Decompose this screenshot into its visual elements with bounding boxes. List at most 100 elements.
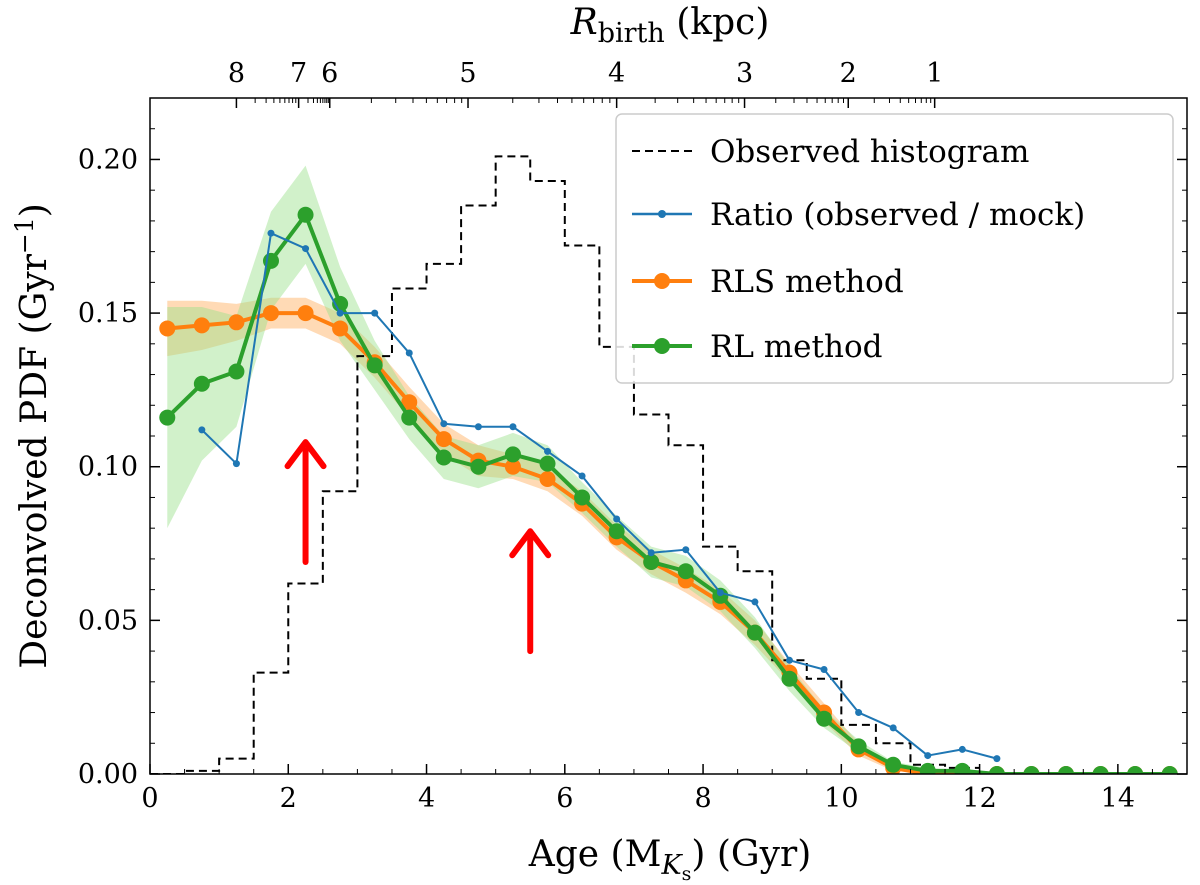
ratio-point — [716, 589, 724, 597]
legend-box — [615, 113, 1174, 384]
rl-point — [228, 363, 245, 380]
rl-point — [297, 206, 314, 223]
ratio-point — [855, 709, 863, 717]
rl-point — [954, 762, 971, 774]
rls-point — [262, 305, 279, 322]
rl-point — [435, 449, 452, 466]
rl-point — [988, 766, 1005, 774]
rls-point — [504, 458, 521, 475]
top-tick-label: 1 — [926, 58, 943, 89]
ratio-point — [405, 349, 413, 357]
ratio-point — [509, 423, 517, 431]
rl-point — [539, 455, 556, 472]
ratio-point — [267, 229, 275, 237]
tick-labels: 0 2 4 6 8 10 12 140.000.050.100.150.208 7 6 5 4 3 2 1 — [78, 58, 1135, 814]
ratio-point — [232, 460, 240, 468]
top-tick-label: 8 — [228, 58, 245, 89]
legend-entry-rls: RLS method — [632, 264, 904, 300]
legend-marker-ratio — [658, 210, 666, 218]
ratio-point — [440, 420, 448, 428]
red-arrow-head — [509, 528, 552, 559]
x-axis-title: Age (MKs) (Gyr) — [528, 834, 812, 885]
ratio-point — [474, 423, 482, 431]
legend: Observed histogram Ratio (observed / moc… — [615, 113, 1174, 384]
rls-point — [228, 314, 245, 331]
rl-point — [470, 458, 487, 475]
ratio-point — [647, 549, 655, 557]
ratio-point — [820, 666, 828, 674]
x-tick-label: 10 — [824, 783, 858, 814]
y-tick-label: 0.20 — [78, 144, 138, 175]
x-tick-label: 8 — [694, 783, 711, 814]
red-arrow-head — [284, 439, 327, 470]
rls-point — [159, 320, 176, 337]
legend-label-ratio: Ratio (observed / mock) — [710, 197, 1085, 233]
legend-label-observed: Observed histogram — [710, 134, 1029, 170]
rl-point — [401, 409, 418, 426]
x-tick-label: 2 — [280, 783, 297, 814]
series-layer — [150, 155, 1178, 774]
y-axis-title: Deconvolved PDF (Gyr−1) — [10, 203, 55, 669]
top-tick-label: 5 — [459, 58, 476, 89]
ratio-point — [889, 724, 897, 732]
top-tick-label: 2 — [840, 58, 857, 89]
rls-point — [435, 431, 452, 448]
x-tick-label: 0 — [141, 783, 158, 814]
legend-entry-ratio: Ratio (observed / mock) — [632, 197, 1085, 233]
y-tick-label: 0.10 — [78, 452, 138, 483]
rl-point — [816, 710, 833, 727]
ratio-point — [613, 515, 621, 523]
rl-point — [1092, 766, 1109, 774]
ratio-point — [785, 656, 793, 664]
ratio-point — [993, 755, 1001, 763]
axis-ticks — [149, 98, 1188, 775]
y-tick-label: 0.00 — [78, 759, 138, 790]
legend-label-rl: RL method — [710, 329, 882, 365]
observed-histogram-line — [150, 155, 980, 774]
rl-point — [919, 762, 936, 774]
rl-line — [165, 212, 1170, 774]
rls-error-band — [167, 297, 1170, 774]
x-tick-label: 12 — [962, 783, 996, 814]
ratio-point — [336, 309, 344, 317]
y-tick-label: 0.15 — [78, 298, 138, 329]
rls-point — [193, 317, 210, 334]
top-tick-label: 3 — [736, 58, 753, 89]
ratio-point — [682, 546, 690, 554]
ratio-point — [371, 309, 379, 317]
rl-point — [746, 624, 763, 641]
ratio-point — [924, 752, 932, 760]
x-tick-label: 6 — [556, 783, 573, 814]
rl-point — [574, 489, 591, 506]
rls-point — [297, 305, 314, 322]
legend-marker-rls — [654, 273, 670, 289]
rl-point — [193, 375, 210, 392]
rl-point — [332, 295, 349, 312]
rl-point — [504, 446, 521, 463]
ratio-point — [958, 745, 966, 753]
x-tick-label: 4 — [418, 783, 435, 814]
annotation-arrows — [284, 439, 552, 655]
ratio-point — [751, 598, 759, 606]
error-bands — [167, 165, 1170, 774]
top-tick-label: 4 — [608, 58, 625, 89]
y-tick-label: 0.05 — [78, 605, 138, 636]
rl-point — [677, 563, 694, 580]
rl-point — [885, 756, 902, 773]
ratio-point — [302, 245, 310, 253]
ratio-line — [201, 232, 998, 760]
rls-point — [401, 394, 418, 411]
rl-error-band — [167, 165, 1170, 774]
rl-point — [159, 409, 176, 426]
legend-label-rls: RLS method — [710, 264, 904, 300]
top-axis-title: Rbirth (kpc) — [570, 2, 770, 49]
rl-point — [643, 553, 660, 570]
rl-point — [1058, 766, 1075, 774]
rls-point — [332, 320, 349, 337]
rl-point — [1161, 766, 1178, 774]
rl-point — [781, 670, 798, 687]
ratio-point — [544, 447, 552, 455]
top-tick-label: 7 — [290, 58, 307, 89]
legend-entry-observed: Observed histogram — [632, 134, 1029, 170]
